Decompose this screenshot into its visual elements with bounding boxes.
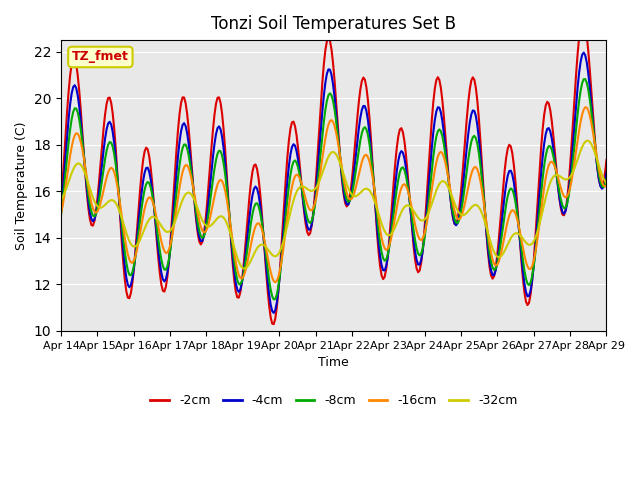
-32cm bbox=[583, 138, 591, 144]
-4cm bbox=[574, 84, 582, 90]
-8cm bbox=[581, 76, 589, 82]
-2cm bbox=[574, 51, 582, 57]
-32cm bbox=[241, 266, 249, 272]
Line: -8cm: -8cm bbox=[61, 79, 607, 300]
Line: -32cm: -32cm bbox=[61, 141, 607, 269]
Line: -2cm: -2cm bbox=[61, 19, 607, 324]
-4cm bbox=[57, 208, 65, 214]
-16cm bbox=[603, 182, 611, 188]
-4cm bbox=[297, 181, 305, 187]
-8cm bbox=[124, 268, 132, 274]
-8cm bbox=[574, 111, 582, 117]
-4cm bbox=[124, 282, 132, 288]
-16cm bbox=[57, 211, 65, 216]
-4cm bbox=[270, 310, 278, 316]
-32cm bbox=[603, 180, 611, 186]
Line: -16cm: -16cm bbox=[61, 107, 607, 282]
-4cm bbox=[580, 50, 588, 56]
Text: TZ_fmet: TZ_fmet bbox=[72, 50, 129, 63]
-32cm bbox=[57, 197, 65, 203]
-2cm bbox=[124, 295, 132, 300]
-4cm bbox=[247, 202, 255, 208]
-4cm bbox=[238, 280, 246, 286]
-32cm bbox=[238, 264, 246, 270]
-8cm bbox=[220, 160, 227, 166]
-32cm bbox=[248, 254, 256, 260]
-2cm bbox=[238, 279, 246, 285]
-16cm bbox=[271, 279, 279, 285]
-16cm bbox=[297, 179, 305, 185]
Title: Tonzi Soil Temperatures Set B: Tonzi Soil Temperatures Set B bbox=[211, 15, 456, 33]
-16cm bbox=[238, 276, 246, 281]
-2cm bbox=[603, 157, 611, 163]
Line: -4cm: -4cm bbox=[61, 53, 607, 313]
X-axis label: Time: Time bbox=[318, 356, 349, 369]
Legend: -2cm, -4cm, -8cm, -16cm, -32cm: -2cm, -4cm, -8cm, -16cm, -32cm bbox=[145, 389, 522, 412]
-32cm bbox=[574, 156, 582, 162]
-2cm bbox=[270, 321, 278, 327]
Y-axis label: Soil Temperature (C): Soil Temperature (C) bbox=[15, 121, 28, 250]
-8cm bbox=[603, 177, 611, 182]
-2cm bbox=[220, 127, 227, 132]
-2cm bbox=[297, 178, 305, 183]
-32cm bbox=[124, 235, 132, 240]
-2cm bbox=[580, 16, 588, 22]
-32cm bbox=[297, 183, 305, 189]
-32cm bbox=[220, 215, 227, 220]
-8cm bbox=[247, 220, 255, 226]
-8cm bbox=[297, 180, 305, 186]
-8cm bbox=[270, 297, 278, 302]
-16cm bbox=[247, 241, 255, 247]
-2cm bbox=[247, 180, 255, 185]
-8cm bbox=[238, 278, 246, 284]
-16cm bbox=[220, 182, 227, 188]
-4cm bbox=[220, 145, 227, 151]
-2cm bbox=[57, 202, 65, 207]
-4cm bbox=[603, 169, 611, 175]
-16cm bbox=[124, 252, 132, 257]
-16cm bbox=[581, 104, 589, 110]
-16cm bbox=[574, 137, 582, 143]
-8cm bbox=[57, 212, 65, 218]
